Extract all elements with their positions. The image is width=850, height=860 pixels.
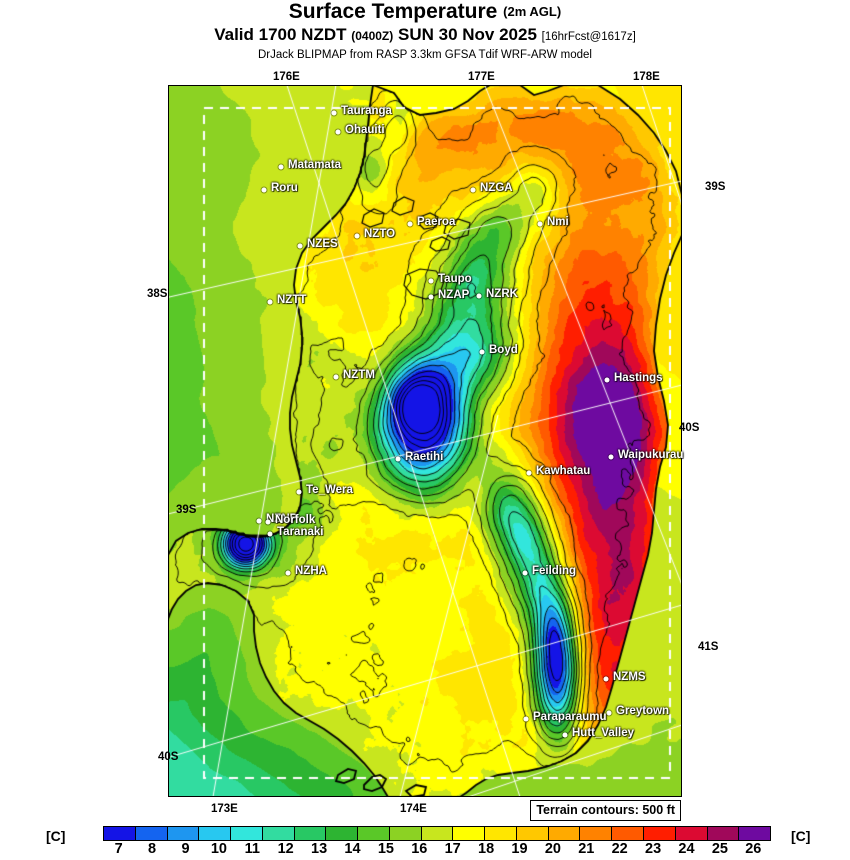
colorbar-unit-left: [C] [46, 828, 66, 844]
colorbar-swatch [167, 827, 200, 840]
colorbar-swatch [612, 827, 645, 840]
lat-label-right: 39S [705, 181, 726, 193]
colorbar-tick: 22 [611, 841, 628, 857]
lon-label-bottom: 173E [211, 803, 238, 815]
colorbar-swatch [453, 827, 486, 840]
colorbar-tick: 26 [745, 841, 762, 857]
colorbar-swatch [326, 827, 359, 840]
lat-label-left: 39S [176, 504, 197, 516]
colorbar-tick: 15 [377, 841, 394, 857]
colorbar-swatch [262, 827, 295, 840]
colorbar-tick: 11 [244, 841, 260, 857]
lon-label-top: 176E [273, 71, 300, 83]
colorbar-swatch [485, 827, 517, 840]
colorbar-swatch [135, 827, 168, 840]
colorbar-tick-labels: 7 8 9 10 11 12 13 14 15 16 17 18 19 20 21 22 23 24 25 26 [103, 841, 771, 859]
map-area[interactable]: Tauranga Ohauiti Matamata Roru NZGA Paeroa Nmi… [168, 85, 683, 821]
colorbar-tick: 19 [511, 841, 528, 857]
lon-label-top: 178E [633, 71, 660, 83]
colorbar-tick: 24 [678, 841, 695, 857]
colorbar-tick: 18 [478, 841, 495, 857]
lat-label-left: 40S [158, 751, 179, 763]
colorbar-swatch [231, 827, 263, 840]
lon-label-bottom: 174E [400, 803, 427, 815]
colorbar-tick: 17 [444, 841, 461, 857]
valid-time-line: Valid 1700 NZDT (0400Z) SUN 30 Nov 2025 … [0, 24, 850, 48]
colorbar-gradient [103, 826, 771, 841]
colorbar-swatch [421, 827, 454, 840]
colorbar-swatch [644, 827, 676, 840]
model-source-line: DrJack BLIPMAP from RASP 3.3km GFSA Tdif… [257, 49, 592, 61]
colorbar-swatch [739, 827, 771, 840]
colorbar-tick: 21 [578, 841, 595, 857]
title-main: Surface Temperature [288, 0, 498, 23]
lat-label-right: 41S [698, 641, 719, 653]
colorbar-unit-right: [C] [791, 828, 811, 844]
colorbar-swatch [675, 827, 708, 840]
colorbar-swatch [548, 827, 581, 840]
colorbar-swatch [707, 827, 740, 840]
colorbar-tick: 13 [311, 841, 328, 857]
colorbar-area: [C] [C] 7 8 9 10 11 12 13 14 15 16 17 18 19 20 21 22 23 2… [0, 826, 850, 860]
colorbar-swatch [199, 827, 232, 840]
colorbar-swatch [516, 827, 549, 840]
colorbar-tick: 7 [114, 841, 123, 857]
colorbar-swatch [294, 827, 327, 840]
colorbar-swatch [580, 827, 613, 840]
colorbar-tick: 16 [411, 841, 428, 857]
lat-label-right: 40S [679, 422, 700, 434]
colorbar-tick: 9 [181, 841, 190, 857]
forecast-hour: [16hrFcst@1617z] [541, 31, 636, 43]
colorbar-tick: 10 [210, 841, 227, 857]
colorbar-tick: 12 [277, 841, 294, 857]
colorbar-swatch [389, 827, 422, 840]
colorbar-swatch [104, 827, 136, 840]
colorbar-tick: 25 [711, 841, 728, 857]
lat-label-left: 38S [147, 288, 168, 300]
lon-label-top: 177E [468, 71, 495, 83]
colorbar-tick: 8 [148, 841, 157, 857]
terrain-contour-note: Terrain contours: 500 ft [530, 800, 681, 821]
colorbar-tick: 14 [344, 841, 361, 857]
page-title: Surface Temperature (2m AGL) [0, 0, 850, 24]
colorbar-tick: 23 [645, 841, 662, 857]
title-block: Surface Temperature (2m AGL) Valid 1700 … [0, 0, 850, 63]
colorbar-swatch [358, 827, 390, 840]
valid-utc: (0400Z) [351, 29, 394, 43]
valid-local: Valid 1700 NZDT [214, 25, 347, 44]
colorbar-tick: 20 [544, 841, 561, 857]
valid-date: SUN 30 Nov 2025 [398, 25, 537, 44]
temperature-field-canvas [168, 85, 682, 797]
title-level: (2m AGL) [503, 4, 562, 19]
